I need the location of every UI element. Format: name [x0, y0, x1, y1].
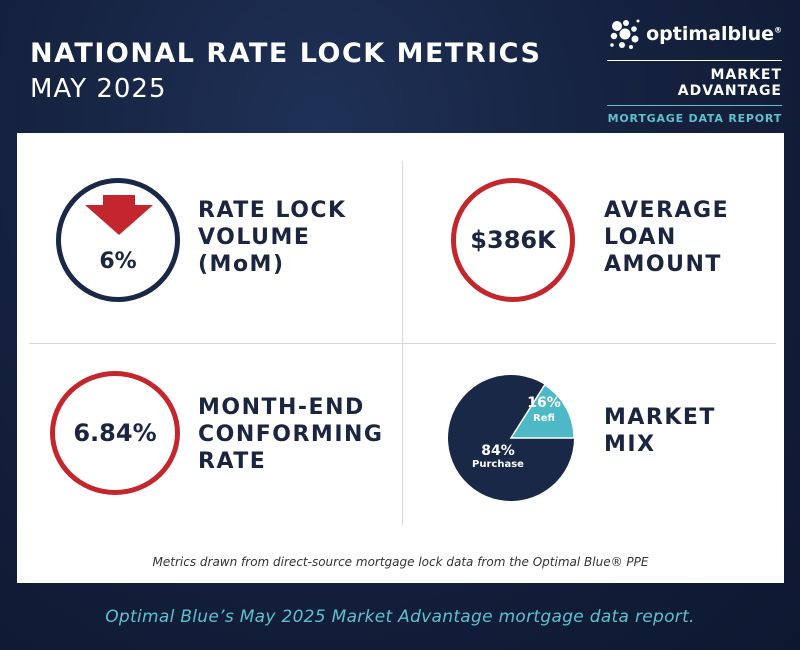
purchase-name-label: Purchase — [472, 459, 524, 470]
brand-name: optimalblue® — [646, 23, 782, 45]
page-title: NATIONAL RATE LOCK METRICS — [30, 38, 542, 69]
refi-percent-label: 16% — [527, 395, 561, 411]
average-loan-amount-circle: $386K — [451, 178, 575, 302]
conforming-rate-label: MONTH-END CONFORMING RATE — [198, 395, 384, 474]
brand-divider-accent — [607, 105, 782, 106]
purchase-percent-label: 84% — [481, 443, 515, 459]
pie-slice-refi — [509, 383, 575, 439]
horizontal-divider — [29, 343, 776, 344]
rate-lock-volume-circle: 6% — [56, 178, 180, 302]
refi-name-label: Refi — [533, 413, 555, 424]
rate-lock-volume-value: 6% — [99, 249, 137, 274]
brand-report-type: MORTGAGE DATA REPORT — [607, 112, 782, 125]
conforming-rate-circle: 6.84% — [50, 371, 180, 495]
page-subtitle: MAY 2025 — [30, 74, 167, 104]
conforming-rate-value: 6.84% — [73, 419, 157, 447]
market-mix-pie: 16% Refi 84% Purchase — [448, 375, 575, 502]
bottom-caption: Optimal Blue’s May 2025 Market Advantage… — [105, 607, 695, 627]
average-loan-amount-value: $386K — [470, 226, 556, 254]
market-mix-label: MARKET MIX — [604, 405, 716, 457]
optimalblue-logo-icon — [610, 19, 640, 49]
brand-divider — [607, 60, 782, 61]
rate-lock-volume-label: RATE LOCK VOLUME (MoM) — [198, 198, 347, 277]
brand-report-series: MARKET ADVANTAGE — [677, 67, 782, 99]
average-loan-amount-label: AVERAGE LOAN AMOUNT — [604, 198, 730, 277]
arrow-down-icon — [85, 195, 153, 235]
metrics-card: 6% RATE LOCK VOLUME (MoM) $386K AVERAGE … — [17, 133, 784, 583]
footnote: Metrics drawn from direct-source mortgag… — [152, 555, 649, 569]
brand-logo: optimalblue® — [607, 16, 782, 52]
brand-block: optimalblue® MARKET ADVANTAGE MORTGAGE D… — [607, 16, 782, 125]
